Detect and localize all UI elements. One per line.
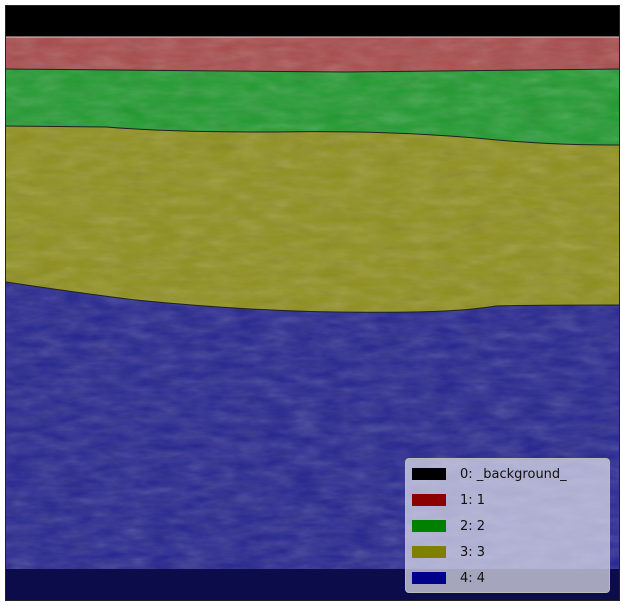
legend-swatch <box>412 520 446 532</box>
legend-label: 2: 2 <box>460 518 486 534</box>
legend-swatch <box>412 572 446 584</box>
legend-item-class-1: 1: 1 <box>412 489 607 511</box>
legend-swatch <box>412 546 446 558</box>
legend-item-background: 0: _background_ <box>412 463 607 485</box>
legend-label: 4: 4 <box>460 570 486 586</box>
legend-label: 1: 1 <box>460 492 486 508</box>
legend-swatch <box>412 468 446 480</box>
legend-label: 3: 3 <box>460 544 486 560</box>
legend-item-class-4: 4: 4 <box>412 567 607 589</box>
boundary-line <box>6 281 619 313</box>
legend-item-class-3: 3: 3 <box>412 541 607 563</box>
boundary-line <box>6 68 619 73</box>
legend-swatch <box>412 494 446 506</box>
legend-item-class-2: 2: 2 <box>412 515 607 537</box>
legend: 0: _background_ 1: 1 2: 2 3: 3 4: 4 <box>405 458 610 593</box>
boundary-line <box>6 125 619 146</box>
legend-label: 0: _background_ <box>460 466 567 482</box>
